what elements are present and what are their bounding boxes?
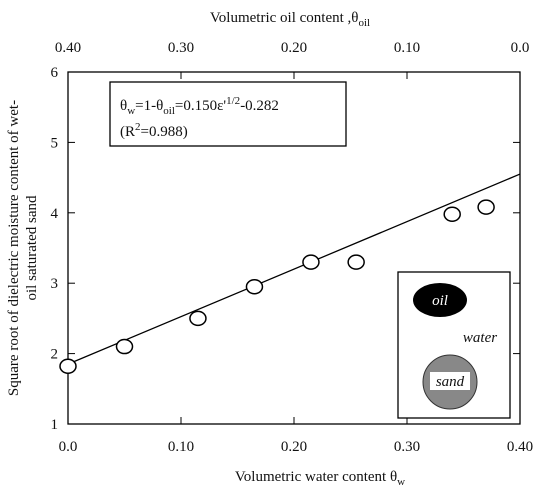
eq-part: -0.282 [240, 98, 279, 114]
data-point [245, 278, 264, 295]
r2-part: =0.988) [141, 124, 188, 140]
eq-sub: w [127, 105, 135, 117]
eq-part: θ [120, 98, 127, 114]
x-title-sub: w [397, 476, 405, 488]
inset-label: oil [432, 293, 448, 309]
equation: θw=1-θoil=0.150ε'1/2-0.282 [120, 95, 279, 117]
data-point [347, 254, 365, 270]
x2-tick-label: 0.20 [281, 40, 307, 56]
y-tick-label: 6 [51, 65, 59, 81]
x-tick-label: 0.0 [59, 439, 78, 455]
y-tick-label: 2 [51, 347, 59, 363]
eq-part: =1-θ [135, 98, 163, 114]
inset: oil water sand [397, 271, 511, 419]
data-point [59, 358, 77, 375]
inset-label: water [463, 330, 497, 346]
inset-label: sand [436, 374, 465, 390]
y-tick-label: 5 [51, 135, 59, 151]
x-tick-label: 0.10 [168, 439, 194, 455]
y-tick-label: 3 [51, 276, 59, 292]
r2-sup: 2 [135, 121, 141, 133]
x-axis-title: Volumetric water content θw [235, 469, 405, 488]
data-point [115, 338, 134, 355]
r2-part: (R [120, 124, 135, 140]
x2-tick-label: 0.0 [511, 40, 530, 56]
x2-title-sub: oil [358, 17, 370, 29]
eq-sub: oil [163, 105, 175, 117]
x2-tick-label: 0.10 [394, 40, 420, 56]
x-title-text: Volumetric water content [235, 469, 390, 485]
r-squared: (R2=0.988) [120, 121, 188, 140]
data-point [189, 310, 207, 327]
eq-sup: 1/2 [226, 95, 240, 107]
x2-title-text: Volumetric oil content , [210, 10, 351, 26]
x-title-theta: θ [390, 469, 397, 485]
data-point [443, 206, 461, 222]
equation-box [109, 81, 347, 147]
y-axis-title: Square root of dielectric moisture conte… [6, 100, 22, 396]
data-point [477, 199, 495, 215]
oil-drop [413, 283, 467, 317]
x-tick-label: 0.20 [281, 439, 307, 455]
y-tick-label: 1 [51, 417, 59, 433]
x-tick-label: 0.40 [507, 439, 533, 455]
x2-tick-label: 0.40 [55, 40, 81, 56]
x2-axis-title: Volumetric oil content ,θoil [210, 10, 370, 29]
fit-line [67, 173, 521, 365]
y-axis-title: oil saturated sand [24, 195, 40, 300]
x2-title-theta: θ [351, 10, 358, 26]
y-tick-label: 4 [51, 206, 59, 222]
sand-label-bg [430, 372, 470, 390]
data-point [302, 254, 320, 270]
x-tick-label: 0.30 [394, 439, 420, 455]
eq-part: =0.150ε' [175, 98, 227, 114]
x2-tick-label: 0.30 [168, 40, 194, 56]
